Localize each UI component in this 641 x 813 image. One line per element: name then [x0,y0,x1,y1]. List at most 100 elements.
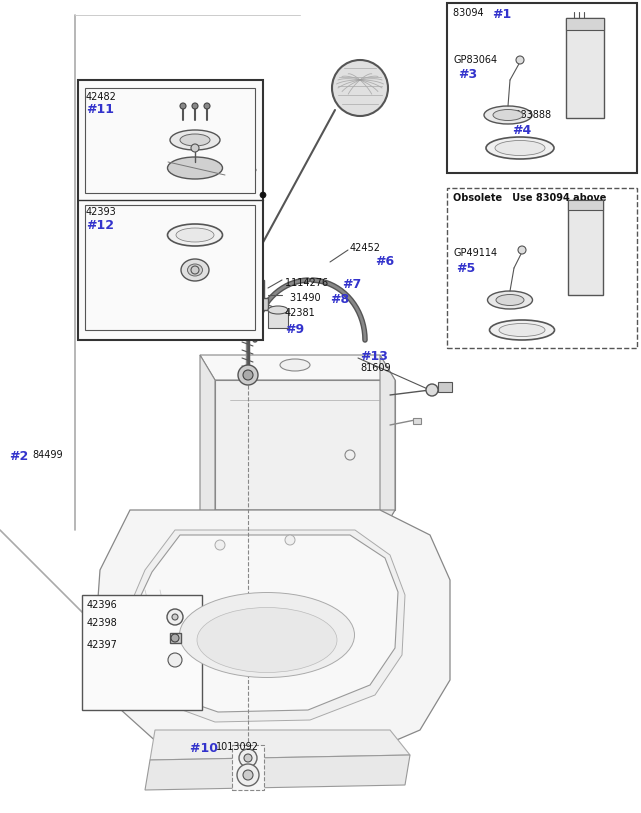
Text: #6: #6 [375,255,394,268]
Bar [438,382,452,392]
Ellipse shape [167,157,222,179]
Ellipse shape [268,306,288,314]
Circle shape [243,770,253,780]
Text: GP83064: GP83064 [453,55,497,65]
Polygon shape [135,535,398,712]
Bar [232,745,264,790]
Circle shape [204,103,210,109]
Ellipse shape [180,134,210,146]
Bar [413,418,421,424]
Text: Obsolete   Use 83094 above: Obsolete Use 83094 above [453,193,606,203]
Text: #5: #5 [456,262,475,275]
Text: GP83888: GP83888 [507,110,551,120]
Circle shape [260,192,266,198]
Ellipse shape [240,167,256,173]
Circle shape [518,246,526,254]
Text: GP49114: GP49114 [453,248,497,258]
Text: 1013092: 1013092 [216,742,259,752]
Circle shape [244,266,252,274]
Text: #7: #7 [342,278,362,291]
Text: 42381: 42381 [285,308,316,318]
Bar [228,298,268,310]
Bar [566,18,604,30]
Circle shape [180,103,186,109]
Text: #4: #4 [512,124,531,137]
Bar [170,633,181,643]
Bar [232,280,264,298]
Circle shape [172,614,178,620]
Ellipse shape [167,224,222,246]
Ellipse shape [496,294,524,306]
Circle shape [345,450,355,460]
Bar [568,200,603,210]
Text: 83094: 83094 [453,8,487,18]
Text: 81609: 81609 [360,363,390,373]
Polygon shape [150,730,410,760]
Ellipse shape [484,106,532,124]
Text: #12: #12 [86,219,114,232]
Ellipse shape [237,167,259,177]
Ellipse shape [197,607,337,672]
Bar [447,3,637,173]
Text: 31490: 31490 [290,293,324,303]
Circle shape [332,60,388,116]
Ellipse shape [490,320,554,340]
Bar [78,80,263,340]
Text: 42393: 42393 [86,207,117,217]
Text: 42482: 42482 [86,92,117,102]
Text: 42397: 42397 [87,640,118,650]
Text: 42452: 42452 [350,243,381,253]
Polygon shape [200,355,395,380]
Text: #13: #13 [360,350,388,363]
Text: 42398: 42398 [87,618,118,628]
Ellipse shape [179,593,354,677]
Ellipse shape [170,130,220,150]
Circle shape [168,653,182,667]
Ellipse shape [486,137,554,159]
Circle shape [192,103,198,109]
Ellipse shape [488,291,533,309]
Circle shape [285,535,295,545]
Bar [447,188,637,348]
Polygon shape [145,755,410,790]
Polygon shape [200,355,215,535]
Ellipse shape [499,324,545,337]
Circle shape [516,56,524,64]
Ellipse shape [493,110,523,120]
Ellipse shape [188,264,203,276]
Text: #9: #9 [285,323,304,336]
Text: #2: #2 [9,450,28,463]
Text: #11: #11 [86,103,114,116]
Circle shape [237,764,259,786]
Circle shape [243,370,253,380]
Circle shape [239,749,257,767]
Circle shape [244,754,252,762]
Polygon shape [95,510,450,765]
Ellipse shape [495,141,545,155]
Ellipse shape [280,359,310,371]
Circle shape [426,384,438,396]
Text: #8: #8 [330,293,349,306]
Polygon shape [380,355,395,535]
Circle shape [215,540,225,550]
Text: #1: #1 [492,8,512,21]
Bar [85,88,255,193]
Text: 42396: 42396 [87,600,118,610]
Circle shape [167,609,183,625]
Bar [268,310,288,328]
Polygon shape [128,530,405,722]
Bar [85,205,255,330]
Bar [82,595,202,710]
Circle shape [191,144,199,152]
Bar [566,18,604,118]
Polygon shape [200,510,395,535]
Text: 84499: 84499 [32,450,63,460]
Bar [568,200,603,295]
Text: #3: #3 [458,68,477,81]
Circle shape [191,266,199,274]
Ellipse shape [176,228,214,242]
Text: #10: #10 [190,742,222,755]
Circle shape [238,365,258,385]
Polygon shape [215,380,395,510]
Circle shape [171,634,179,642]
